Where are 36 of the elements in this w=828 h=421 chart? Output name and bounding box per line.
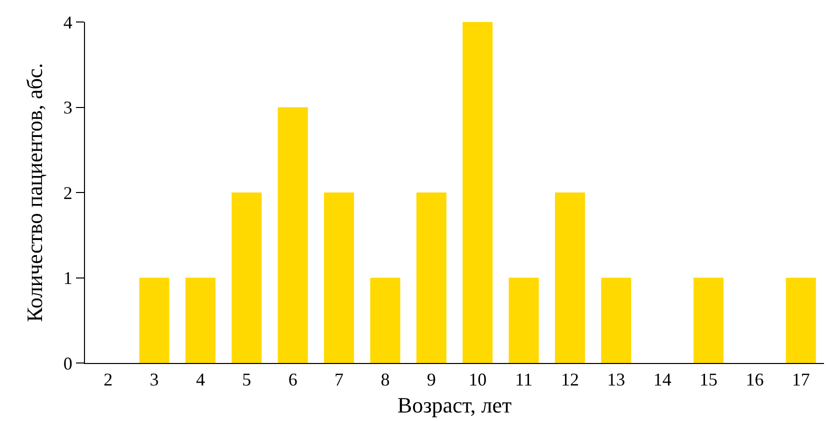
bar — [139, 278, 170, 363]
x-tick-label: 16 — [746, 370, 764, 390]
x-tick-label: 10 — [468, 370, 487, 390]
x-axis-title: Возраст, лет — [397, 392, 512, 418]
bar — [278, 107, 308, 363]
x-tick-label: 12 — [560, 370, 579, 390]
x-tick-label: 4 — [196, 370, 205, 390]
x-tick-label: 7 — [334, 370, 344, 390]
y-tick-label: 1 — [63, 268, 72, 288]
x-tick-label: 14 — [653, 370, 672, 390]
bar — [416, 192, 446, 363]
x-tick-label: 6 — [288, 370, 298, 390]
bar — [786, 278, 816, 363]
x-tick-label: 17 — [792, 370, 810, 390]
x-tick-label: 13 — [607, 370, 626, 390]
x-tick-label: 11 — [515, 370, 532, 390]
x-tick-label: 8 — [380, 370, 390, 390]
bar — [185, 278, 216, 363]
x-tick-label: 9 — [426, 370, 436, 390]
y-axis-title: Количество пациентов, абс. — [22, 62, 48, 322]
x-tick-label: 5 — [242, 370, 252, 390]
y-tick-label: 0 — [63, 353, 72, 374]
bar — [370, 278, 400, 363]
y-tick-label: 3 — [63, 98, 72, 118]
bar — [508, 278, 539, 363]
bar — [601, 278, 632, 363]
x-tick-label: 15 — [700, 370, 718, 390]
y-tick-label: 4 — [63, 12, 72, 32]
bar — [694, 278, 724, 363]
bar — [554, 192, 585, 363]
x-tick-label: 3 — [150, 370, 159, 390]
x-tick-label: 2 — [104, 370, 113, 390]
bar — [462, 22, 493, 363]
bar — [232, 192, 262, 363]
bar — [324, 192, 354, 363]
y-tick-label: 2 — [63, 182, 72, 203]
